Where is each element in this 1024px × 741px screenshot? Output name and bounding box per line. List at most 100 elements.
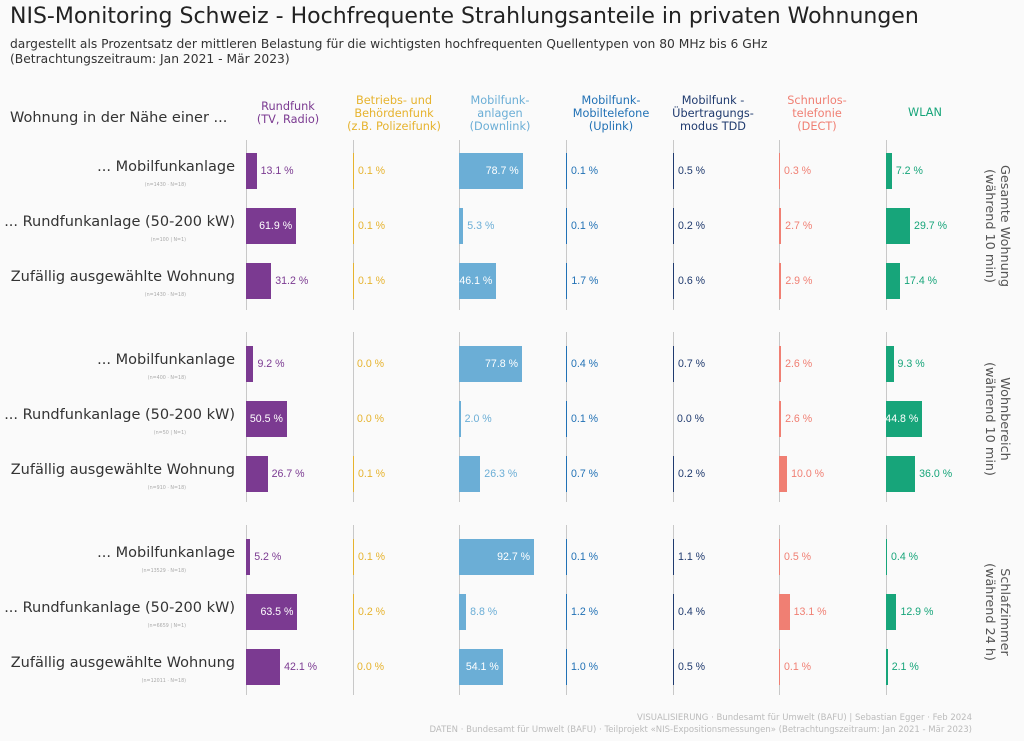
bar [246, 594, 298, 630]
bar [779, 594, 790, 630]
data-label: 2.1 % [891, 661, 919, 673]
bar [246, 346, 254, 382]
bar [566, 401, 567, 437]
bar [779, 649, 780, 685]
row-label: Zufällig ausgewählte Wohnung [10, 269, 235, 285]
bar [353, 594, 354, 630]
data-label: 0.5 % [678, 661, 706, 673]
data-label: 1.1 % [678, 551, 706, 563]
data-label: 0.0 % [677, 413, 705, 425]
row-sample-note: (n=400 · N=18) [147, 376, 186, 381]
bar [246, 263, 272, 299]
column-header-line: (TV, Radio) [256, 113, 320, 126]
bar [673, 649, 674, 685]
data-label: 2.6 % [785, 358, 813, 370]
bar [779, 263, 782, 299]
row-sample-note: (n=1430 · N=18) [144, 183, 186, 188]
column-header-line: Mobiltelefone [572, 107, 650, 120]
bar [459, 263, 497, 299]
data-label: 5.3 % [467, 220, 495, 232]
data-label: 2.7 % [785, 220, 813, 232]
row-sample-note: (n=12011 · N=18) [141, 679, 186, 684]
data-label: 0.0 % [357, 413, 385, 425]
footer-data-source: DATEN · Bundesamt für Umwelt (BAFU) · Te… [429, 725, 972, 735]
bar [886, 649, 888, 685]
chart-subtitle-period: (Betrachtungszeitraum: Jan 2021 - Mär 20… [10, 52, 290, 66]
bar [566, 456, 567, 492]
row-sample-note: (n=50 | N=1) [153, 431, 186, 436]
bar [673, 456, 674, 492]
data-label: 0.1 % [571, 220, 599, 232]
bar [779, 401, 782, 437]
data-label: 42.1 % [284, 661, 318, 673]
data-label: 92.7 % [497, 551, 531, 563]
data-label: 1.7 % [571, 275, 599, 287]
group-label-line: (während 10 min) [982, 361, 997, 477]
group-label-line: Wohnbereich [997, 377, 1012, 461]
chart-subtitle: dargestellt als Prozentsatz der mittlere… [10, 37, 768, 51]
data-label: 2.6 % [785, 413, 813, 425]
bar [459, 346, 523, 382]
bar [886, 346, 894, 382]
data-label: 36.0 % [919, 468, 953, 480]
data-label: 0.6 % [678, 275, 706, 287]
data-label: 63.5 % [260, 606, 294, 618]
data-label: 78.7 % [485, 165, 519, 177]
bar [886, 456, 916, 492]
column-header-2: Betriebs- und Behördenfunk (z.B. Polizeifu… [347, 94, 441, 133]
bar [459, 456, 481, 492]
data-label: 7.2 % [895, 165, 923, 177]
column-header-line: Mobilfunk- [470, 94, 530, 107]
bar [246, 208, 297, 244]
row-label: ... Rundfunkanlage (50-200 kW) [4, 214, 235, 230]
data-label: 29.7 % [914, 220, 948, 232]
column-header-3: Mobilfunk-anlagen (Downlink) [470, 94, 531, 133]
column-header-7: WLAN [908, 106, 942, 119]
data-label: 0.7 % [678, 358, 706, 370]
bar [779, 208, 782, 244]
group-label-line: (während 10 min) [982, 168, 997, 284]
column-header-line: telefonie [792, 107, 842, 120]
row-sample-note: (n=100 | N=1) [150, 238, 186, 243]
data-label: 46.1 % [459, 275, 493, 287]
bar [673, 539, 674, 575]
bar [779, 456, 788, 492]
row-sample-note: (n=1430 · N=18) [144, 293, 186, 298]
data-label: 0.0 % [357, 661, 385, 673]
bar [246, 539, 251, 575]
data-label: 31.2 % [275, 275, 309, 287]
column-header-line: Übertragungs- [672, 107, 754, 120]
bar [886, 594, 897, 630]
row-label: ... Mobilfunkanlage [97, 159, 235, 175]
data-label: 0.3 % [784, 165, 812, 177]
bar [779, 153, 780, 189]
column-header-line: (Downlink) [469, 120, 531, 133]
column-header-1: Rundfunk (TV, Radio) [257, 100, 319, 126]
data-label: 0.1 % [358, 165, 386, 177]
column-header-line: WLAN [908, 106, 942, 119]
data-label: 0.5 % [678, 165, 706, 177]
row-sample-note: (n=910 · N=18) [147, 486, 186, 491]
data-label: 0.1 % [571, 165, 599, 177]
row-label: Zufällig ausgewählte Wohnung [10, 462, 235, 478]
column-header-line: Behördenfunk [354, 107, 434, 120]
bar [566, 263, 568, 299]
data-label: 0.1 % [571, 551, 599, 563]
column-header-line: (z.B. Polizeifunk) [347, 120, 441, 133]
data-label: 5.2 % [254, 551, 282, 563]
bar [353, 539, 354, 575]
data-label: 2.0 % [464, 413, 492, 425]
data-label: 0.1 % [358, 275, 386, 287]
bar [779, 539, 780, 575]
bar [459, 401, 461, 437]
bar [566, 649, 567, 685]
column-header-line: modus TDD [679, 120, 747, 133]
data-label: 10.0 % [791, 468, 825, 480]
data-label: 0.2 % [678, 220, 706, 232]
bar [886, 263, 901, 299]
group-label-1: Gesamte Wohnung (während 10 min) [982, 151, 1012, 301]
column-header-line: Mobilfunk- [581, 94, 641, 107]
bar [246, 456, 268, 492]
bar [353, 153, 354, 189]
bar [673, 594, 674, 630]
